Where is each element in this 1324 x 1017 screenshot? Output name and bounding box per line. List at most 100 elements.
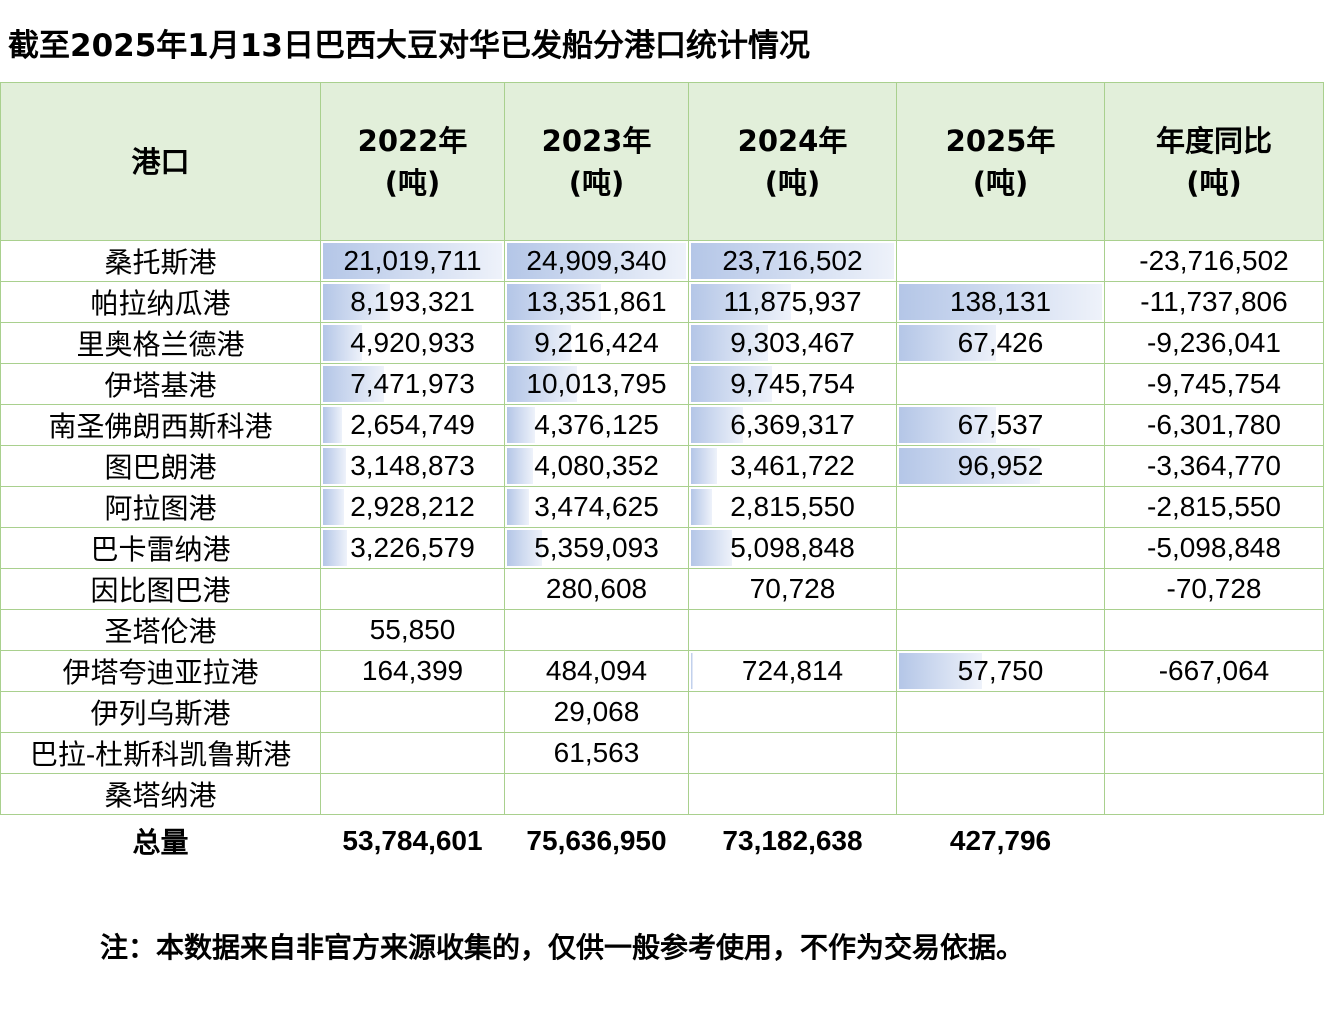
value-cell: 57,750	[896, 650, 1105, 692]
cell-text: 67,537	[957, 409, 1044, 440]
data-bar	[691, 284, 791, 320]
value-cell: 70,728	[688, 568, 897, 610]
value-cell: 2,654,749	[320, 404, 505, 446]
value-cell: 3,148,873	[320, 445, 505, 487]
port-name-cell: 伊列乌斯港	[0, 691, 321, 733]
port-name-cell: 帕拉纳瓜港	[0, 281, 321, 323]
value-cell: 29,068	[504, 691, 689, 733]
table-row: 阿拉图港 2,928,212 3,474,625 2,815,550 -2,815,55…	[0, 486, 1324, 528]
data-bar	[507, 407, 536, 443]
cell-text: 7,471,973	[350, 368, 475, 399]
data-bar	[323, 448, 347, 484]
table-row: 巴拉-杜斯科凯鲁斯港 61,563	[0, 732, 1324, 774]
column-header: 2022年 (吨)	[320, 82, 505, 241]
cell-text: 23,716,502	[722, 245, 863, 276]
data-bar	[507, 284, 602, 320]
value-cell	[896, 732, 1105, 774]
cell-text: 3,226,579	[350, 532, 475, 563]
value-cell: 5,098,848	[688, 527, 897, 569]
port-name-cell: 巴卡雷纳港	[0, 527, 321, 569]
table-row: 南圣佛朗西斯科港 2,654,749 4,376,125 6,369,317 67,53…	[0, 404, 1324, 446]
value-cell: 10,013,795	[504, 363, 689, 405]
cell-text: 4,376,125	[534, 409, 659, 440]
cell-text: -6,301,780	[1147, 409, 1281, 440]
cell-text: 南圣佛朗西斯科港	[48, 411, 273, 442]
value-cell: -5,098,848	[1104, 527, 1324, 569]
data-bar	[899, 653, 982, 689]
value-cell: 164,399	[320, 650, 505, 692]
port-name-cell: 阿拉图港	[0, 486, 321, 528]
cell-text: -23,716,502	[1139, 245, 1289, 276]
cell-text: 5,359,093	[534, 532, 659, 563]
value-cell	[504, 609, 689, 651]
table-row: 帕拉纳瓜港 8,193,321 13,351,861 11,875,937 138,13…	[0, 281, 1324, 323]
value-cell	[1104, 691, 1324, 733]
table-row: 伊塔夸迪亚拉港 164,399 484,094 724,814 57,750 -667,0…	[0, 650, 1324, 692]
total-cell: 53,784,601	[342, 825, 483, 856]
data-bar	[899, 448, 1041, 484]
cell-text: 阿拉图港	[104, 493, 217, 524]
value-cell: 4,376,125	[504, 404, 689, 446]
table-row: 图巴朗港 3,148,873 4,080,352 3,461,722 96,952 -3,…	[0, 445, 1324, 487]
cell-text: 280,608	[545, 573, 648, 604]
value-cell	[688, 691, 897, 733]
data-bar	[507, 530, 543, 566]
value-cell: 484,094	[504, 650, 689, 692]
port-shipment-table: 港口 2022年 (吨) 2023年 (吨) 2024年 (吨) 2025年 (吨) 年度…	[0, 82, 1324, 867]
value-cell	[896, 240, 1105, 282]
value-cell	[896, 691, 1105, 733]
cell-text: 伊列乌斯港	[90, 698, 231, 729]
port-name-cell: 圣塔伦港	[0, 609, 321, 651]
data-bar	[507, 448, 533, 484]
cell-text: 里奥格兰德港	[76, 329, 245, 360]
port-name-cell: 因比图巴港	[0, 568, 321, 610]
value-cell: 2,815,550	[688, 486, 897, 528]
value-cell	[320, 732, 505, 774]
value-cell: 724,814	[688, 650, 897, 692]
data-bar	[691, 407, 743, 443]
value-cell	[688, 732, 897, 774]
table-row: 里奥格兰德港 4,920,933 9,216,424 9,303,467 67,426 -…	[0, 322, 1324, 364]
port-name-cell: 桑塔纳港	[0, 773, 321, 815]
value-cell: 2,928,212	[320, 486, 505, 528]
value-cell: -11,737,806	[1104, 281, 1324, 323]
cell-text: 70,728	[749, 573, 836, 604]
port-name-cell: 巴拉-杜斯科凯鲁斯港	[0, 732, 321, 774]
cell-text: 164,399	[361, 655, 464, 686]
value-cell: 24,909,340	[504, 240, 689, 282]
cell-text: 巴拉-杜斯科凯鲁斯港	[29, 739, 292, 770]
cell-text: -11,737,806	[1140, 286, 1288, 317]
data-bar	[899, 325, 997, 361]
total-cell: 73,182,638	[722, 825, 863, 856]
cell-text: -3,364,770	[1147, 450, 1281, 481]
value-cell	[896, 568, 1105, 610]
table-row: 桑托斯港 21,019,711 24,909,340 23,716,502 -23,71…	[0, 240, 1324, 282]
cell-text: -667,064	[1158, 655, 1270, 686]
value-cell: 67,426	[896, 322, 1105, 364]
value-cell	[1104, 773, 1324, 815]
cell-text: 11,875,937	[723, 286, 862, 317]
cell-text: 484,094	[545, 655, 648, 686]
cell-text: 29,068	[553, 696, 640, 727]
cell-text: -5,098,848	[1147, 532, 1281, 563]
value-cell	[504, 773, 689, 815]
cell-text: 67,426	[957, 327, 1044, 358]
table-row: 桑塔纳港	[0, 773, 1324, 815]
value-cell	[320, 568, 505, 610]
cell-text: 2,815,550	[730, 491, 855, 522]
data-bar	[899, 284, 1102, 320]
value-cell	[688, 773, 897, 815]
port-name-cell: 里奥格兰德港	[0, 322, 321, 364]
port-name-cell: 桑托斯港	[0, 240, 321, 282]
total-cell: 427,796	[949, 825, 1052, 856]
data-bar	[691, 530, 732, 566]
cell-text: 10,013,795	[526, 368, 667, 399]
cell-text: 55,850	[369, 614, 456, 645]
value-cell: 9,745,754	[688, 363, 897, 405]
value-cell: 11,875,937	[688, 281, 897, 323]
data-bar	[323, 530, 348, 566]
value-cell: 3,226,579	[320, 527, 505, 569]
port-name-cell: 伊塔基港	[0, 363, 321, 405]
disclaimer-note: 注：本数据来自非官方来源收集的，仅供一般参考使用，不作为交易依据。	[100, 931, 1025, 964]
data-bar	[323, 366, 385, 402]
